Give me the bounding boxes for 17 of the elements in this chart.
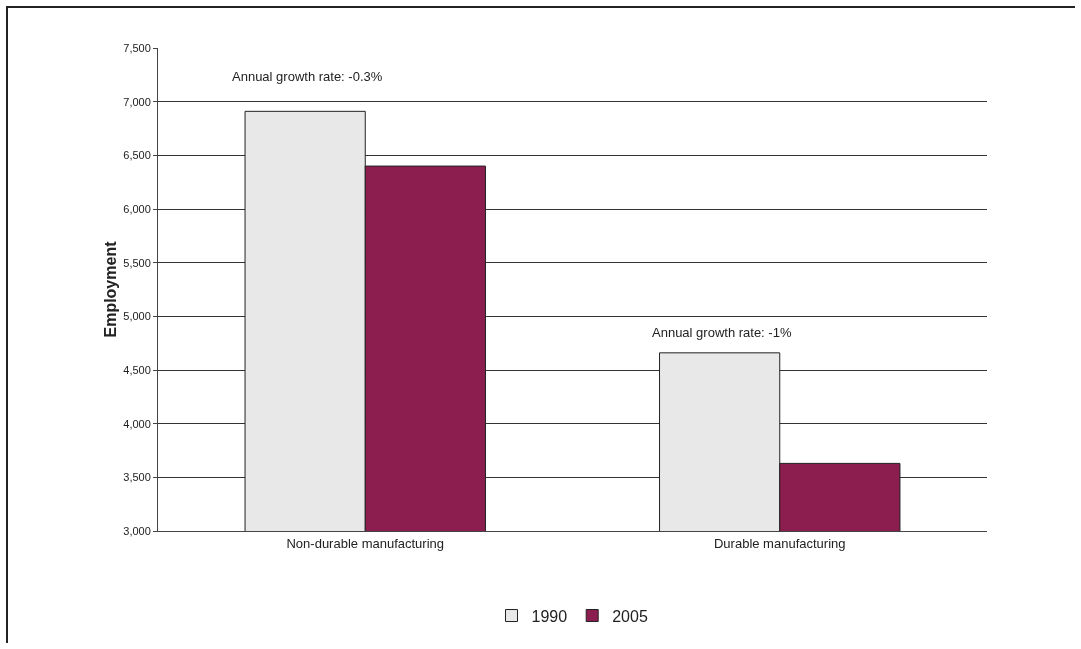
annotation: Annual growth rate: -0.3%: [232, 69, 383, 84]
y-tick-label: 7,500: [123, 41, 151, 54]
y-tick-label: 5,500: [123, 256, 151, 269]
y-tick-label: 6,500: [123, 149, 151, 162]
y-tick-label: 3,000: [123, 524, 151, 537]
legend-label: 2005: [612, 607, 648, 625]
y-tick-label: 3,500: [123, 471, 151, 484]
x-tick-label: Durable manufacturing: [713, 535, 846, 551]
y-tick-label: 6,000: [123, 202, 151, 215]
y-tick-label: 4,000: [123, 417, 151, 430]
legend-label: 1990: [531, 607, 568, 625]
y-tick-label: 4,500: [123, 363, 151, 376]
y-tick-label: 5,000: [123, 310, 151, 323]
annotation: Annual growth rate: -1%: [652, 325, 792, 340]
y-axis-title: Employment: [102, 240, 119, 338]
y-tick-label: 7,000: [123, 95, 151, 108]
x-tick-label: Non-durable manufacturing: [286, 535, 445, 551]
